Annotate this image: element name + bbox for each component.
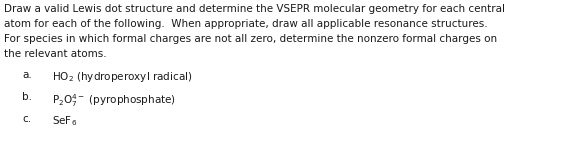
Text: $\mathregular{SeF_6}$: $\mathregular{SeF_6}$ [52, 114, 77, 128]
Text: b.: b. [22, 92, 32, 102]
Text: Draw a valid Lewis dot structure and determine the VSEPR molecular geometry for : Draw a valid Lewis dot structure and det… [4, 4, 505, 14]
Text: the relevant atoms.: the relevant atoms. [4, 49, 107, 59]
Text: $\mathregular{HO_2}$ (hydroperoxyl radical): $\mathregular{HO_2}$ (hydroperoxyl radic… [52, 70, 192, 84]
Text: atom for each of the following.  When appropriate, draw all applicable resonance: atom for each of the following. When app… [4, 19, 488, 29]
Text: c.: c. [22, 114, 31, 124]
Text: For species in which formal charges are not all zero, determine the nonzero form: For species in which formal charges are … [4, 34, 497, 44]
Text: $\mathregular{P_2O_7^{4-}}$ (pyrophosphate): $\mathregular{P_2O_7^{4-}}$ (pyrophospha… [52, 92, 176, 109]
Text: a.: a. [22, 70, 32, 80]
